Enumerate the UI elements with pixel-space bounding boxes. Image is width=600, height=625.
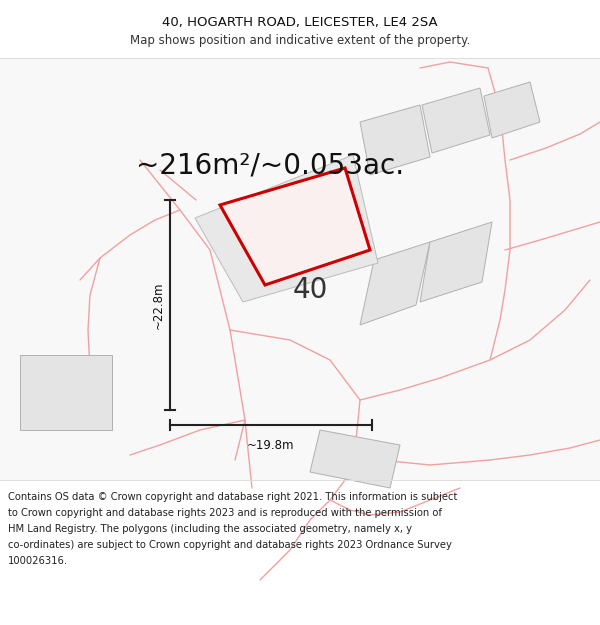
Polygon shape (484, 82, 540, 138)
Text: ~22.8m: ~22.8m (151, 281, 164, 329)
Text: to Crown copyright and database rights 2023 and is reproduced with the permissio: to Crown copyright and database rights 2… (8, 508, 442, 518)
Polygon shape (360, 105, 430, 175)
Polygon shape (420, 222, 492, 302)
Polygon shape (220, 168, 370, 285)
Polygon shape (422, 88, 490, 153)
Text: HM Land Registry. The polygons (including the associated geometry, namely x, y: HM Land Registry. The polygons (includin… (8, 524, 412, 534)
Text: 100026316.: 100026316. (8, 556, 68, 566)
Polygon shape (20, 355, 112, 430)
Text: ~216m²/~0.053ac.: ~216m²/~0.053ac. (136, 152, 404, 180)
Text: co-ordinates) are subject to Crown copyright and database rights 2023 Ordnance S: co-ordinates) are subject to Crown copyr… (8, 540, 452, 550)
Text: 40, HOGARTH ROAD, LEICESTER, LE4 2SA: 40, HOGARTH ROAD, LEICESTER, LE4 2SA (162, 16, 438, 29)
Text: 40: 40 (292, 276, 328, 304)
Text: Contains OS data © Crown copyright and database right 2021. This information is : Contains OS data © Crown copyright and d… (8, 492, 457, 502)
Polygon shape (360, 242, 430, 325)
Text: Map shows position and indicative extent of the property.: Map shows position and indicative extent… (130, 34, 470, 47)
Polygon shape (195, 155, 378, 302)
Polygon shape (310, 430, 400, 488)
Text: ~19.8m: ~19.8m (247, 439, 295, 452)
Bar (0, 58, 600, 480)
